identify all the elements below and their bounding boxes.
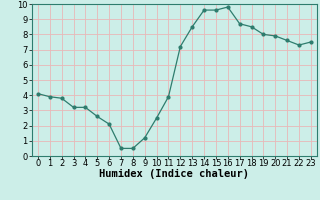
X-axis label: Humidex (Indice chaleur): Humidex (Indice chaleur)	[100, 169, 249, 179]
